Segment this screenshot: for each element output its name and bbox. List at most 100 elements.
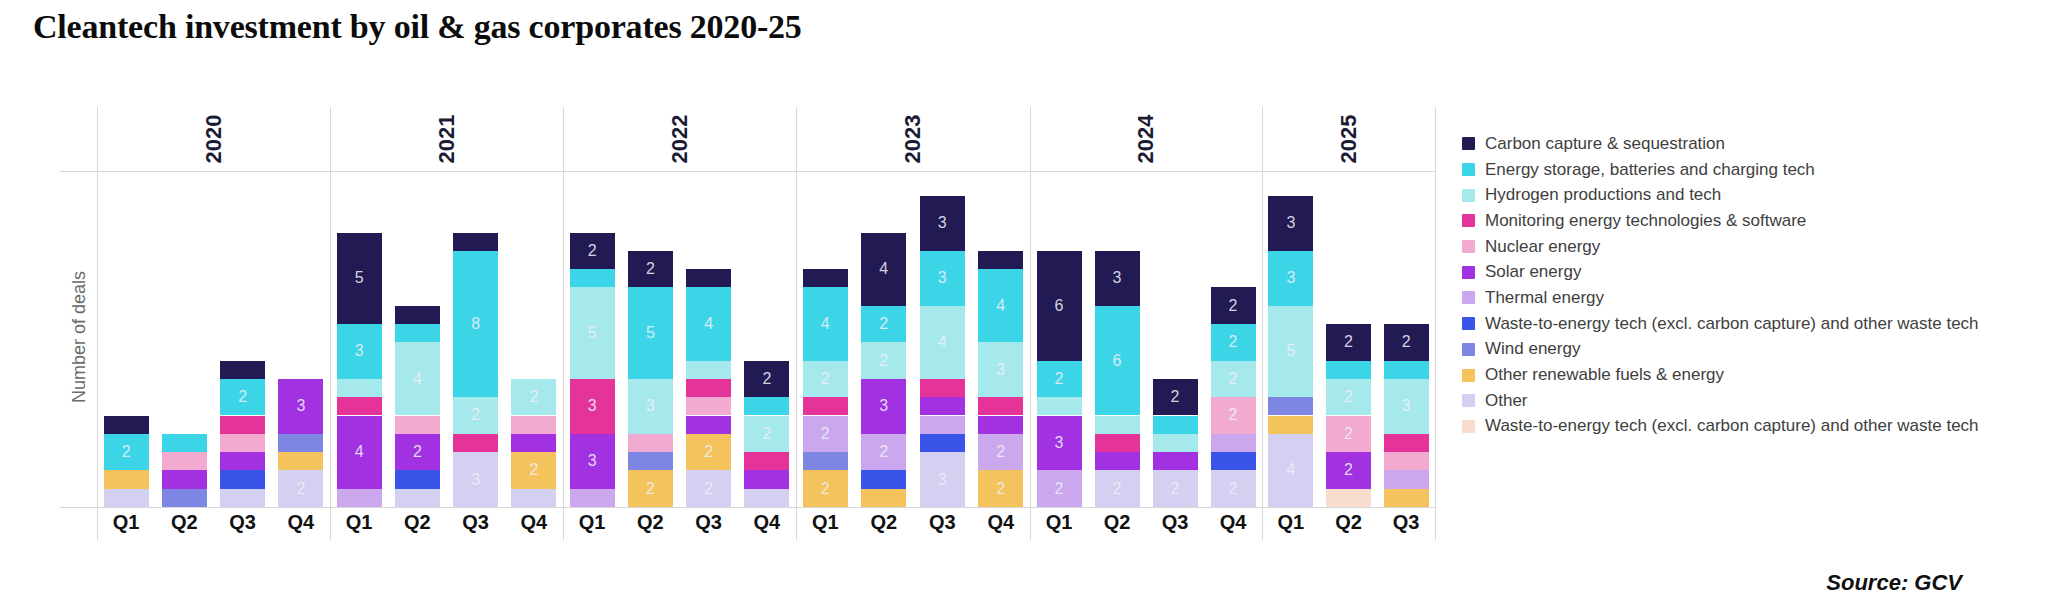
- bar-segment: [803, 397, 848, 415]
- bar-segment: [162, 470, 207, 488]
- legend-item: Other renewable fuels & energy: [1462, 362, 1979, 388]
- bar-segment: [453, 434, 498, 452]
- quarter-label: Q3: [229, 511, 256, 534]
- bar-segment: 2: [1326, 416, 1371, 453]
- legend-swatch-icon: [1462, 420, 1475, 433]
- bar-segment: 2: [1326, 452, 1371, 489]
- bar-segment-value: 2: [1229, 406, 1238, 424]
- bar-segment-value: 3: [938, 214, 947, 232]
- bar-segment: 2: [1211, 397, 1256, 434]
- bar-segment: [1095, 416, 1140, 434]
- legend-label: Hydrogen productions and tech: [1485, 185, 1721, 205]
- bar-segment: [1384, 452, 1429, 470]
- bar-segment: [162, 489, 207, 507]
- year-separator: [796, 107, 797, 540]
- bar-segment-value: 3: [938, 471, 947, 489]
- bar-segment: 2: [1153, 379, 1198, 416]
- bar-segment: 3: [978, 342, 1023, 397]
- bar-segment: [1153, 452, 1198, 470]
- legend-label: Solar energy: [1485, 262, 1581, 282]
- legend-label: Waste-to-energy tech (excl. carbon captu…: [1485, 416, 1979, 436]
- bar-segment-value: 3: [938, 269, 947, 287]
- bar-segment-value: 2: [1229, 297, 1238, 315]
- legend-label: Other renewable fuels & energy: [1485, 365, 1724, 385]
- bar-segment-value: 4: [355, 443, 364, 461]
- bar-segment-value: 3: [588, 452, 597, 470]
- bar-segment: [162, 434, 207, 452]
- bar-segment: 2: [220, 379, 265, 416]
- legend-swatch-icon: [1462, 369, 1475, 382]
- top-gridline: [60, 171, 1435, 172]
- bar-segment-value: 6: [1055, 297, 1064, 315]
- legend-swatch-icon: [1462, 343, 1475, 356]
- legend-swatch-icon: [1462, 266, 1475, 279]
- bar-segment-value: 2: [996, 443, 1005, 461]
- bar-segment-value: 2: [646, 480, 655, 498]
- chart-title: Cleantech investment by oil & gas corpor…: [33, 8, 802, 46]
- bar-segment-value: 8: [471, 315, 480, 333]
- bar-segment: 2: [1153, 470, 1198, 507]
- legend-item: Thermal energy: [1462, 285, 1979, 311]
- bar-segment: [686, 269, 731, 287]
- bar-segment-value: 2: [1055, 480, 1064, 498]
- bar-segment: [511, 434, 556, 452]
- bar-segment-value: 3: [355, 342, 364, 360]
- bar-segment-value: 4: [996, 297, 1005, 315]
- bar-segment: [337, 489, 382, 507]
- bar-segment: 2: [395, 434, 440, 471]
- bar-segment: [803, 452, 848, 470]
- quarter-label: Q1: [812, 511, 839, 534]
- bar-segment-value: 2: [1229, 333, 1238, 351]
- bar-segment-value: 2: [704, 443, 713, 461]
- y-axis-label: Number of deals: [69, 271, 90, 403]
- bar-segment: [220, 361, 265, 379]
- legend-label: Monitoring energy technologies & softwar…: [1485, 211, 1806, 231]
- bar-segment-value: 2: [1171, 480, 1180, 498]
- bar-segment: [1211, 452, 1256, 470]
- baseline: [60, 507, 1435, 508]
- bar-segment-value: 3: [1055, 434, 1064, 452]
- bar-segment: 2: [861, 434, 906, 471]
- quarter-label: Q3: [462, 511, 489, 534]
- bar-segment: 2: [686, 434, 731, 471]
- bar-segment-value: 2: [821, 370, 830, 388]
- bar-segment: 3: [453, 452, 498, 507]
- bar-segment-value: 2: [879, 443, 888, 461]
- legend-item: Waste-to-energy tech (excl. carbon captu…: [1462, 414, 1979, 440]
- bar-segment-value: 2: [588, 242, 597, 260]
- bar-segment: [395, 470, 440, 488]
- bar-segment: 2: [1326, 324, 1371, 361]
- bar-segment: [1326, 361, 1371, 379]
- bar-segment: [1153, 416, 1198, 434]
- quarter-label: Q1: [1046, 511, 1073, 534]
- bar-segment: 2: [803, 416, 848, 453]
- bar-segment: 4: [861, 233, 906, 306]
- bar-segment: 2: [628, 251, 673, 288]
- bar-segment: [978, 251, 1023, 269]
- bar-segment-value: 2: [704, 480, 713, 498]
- bar-segment-value: 2: [1171, 388, 1180, 406]
- legend-item: Nuclear energy: [1462, 234, 1979, 260]
- bar-segment-value: 3: [879, 397, 888, 415]
- bar-segment: 3: [861, 379, 906, 434]
- bar-segment: 2: [686, 470, 731, 507]
- legend-swatch-icon: [1462, 317, 1475, 330]
- bar-segment: [220, 470, 265, 488]
- bar-segment: [920, 434, 965, 452]
- bar-segment: [1384, 489, 1429, 507]
- legend-label: Other: [1485, 391, 1528, 411]
- quarter-label: Q4: [1220, 511, 1247, 534]
- year-label: 2024: [1133, 115, 1159, 164]
- bar-segment: 4: [1268, 434, 1313, 507]
- bar-segment: [395, 306, 440, 324]
- bar-segment: 3: [1037, 416, 1082, 471]
- legend-item: Hydrogen productions and tech: [1462, 182, 1979, 208]
- bar-segment: [395, 416, 440, 434]
- bar-segment-value: 2: [238, 388, 247, 406]
- bar-segment: 2: [1037, 470, 1082, 507]
- bar-segment-value: 2: [413, 443, 422, 461]
- bar-segment-value: 3: [1286, 214, 1295, 232]
- bar-segment-value: 3: [1113, 269, 1122, 287]
- bar-segment-value: 3: [296, 397, 305, 415]
- quarter-label: Q1: [579, 511, 606, 534]
